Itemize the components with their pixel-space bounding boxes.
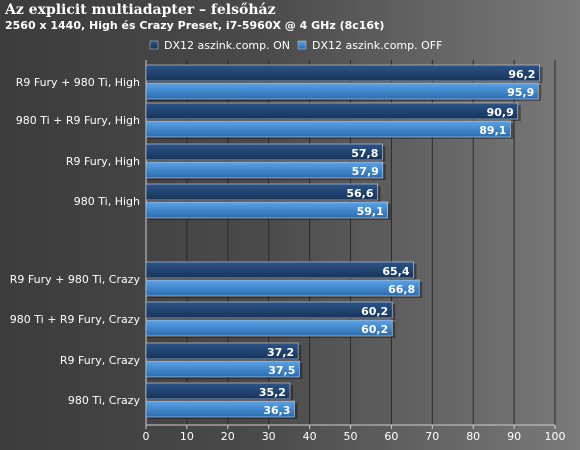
bar <box>145 183 378 201</box>
x-tick-label: 40 <box>303 430 317 443</box>
category-label: R9 Fury, Crazy <box>60 354 141 367</box>
bar <box>145 201 389 219</box>
x-tick-label: 0 <box>143 430 150 443</box>
bar <box>145 279 420 297</box>
bar <box>145 301 393 319</box>
bar <box>145 120 511 138</box>
category-label: 980 Ti, High <box>74 195 140 208</box>
x-tick-label: 60 <box>384 430 398 443</box>
data-label: 66,8 <box>388 283 415 296</box>
category-label: 980 Ti + R9 Fury, High <box>16 114 140 127</box>
data-label: 89,1 <box>479 124 506 137</box>
x-tick-label: 30 <box>262 430 276 443</box>
bar <box>145 102 519 120</box>
category-label: R9 Fury + 980 Ti, Crazy <box>10 273 141 286</box>
data-label: 36,3 <box>263 404 290 417</box>
bar <box>145 82 539 100</box>
x-tick-label: 10 <box>180 430 194 443</box>
bar <box>145 64 540 82</box>
category-label: 980 Ti + R9 Fury, Crazy <box>10 313 141 326</box>
category-label: 980 Ti, Crazy <box>68 394 141 407</box>
data-label: 56,6 <box>346 187 373 200</box>
bar <box>145 360 300 378</box>
bar <box>145 161 384 179</box>
data-label: 65,4 <box>382 265 409 278</box>
chart-subtitle: 2560 x 1440, High és Crazy Preset, i7-59… <box>5 19 385 32</box>
x-tick-label: 90 <box>507 430 521 443</box>
legend-swatch <box>149 40 159 50</box>
data-label: 37,5 <box>268 364 295 377</box>
bar <box>145 143 383 161</box>
data-label: 95,9 <box>507 86 534 99</box>
legend-label: DX12 aszink.comp. OFF <box>312 39 442 52</box>
data-label: 96,2 <box>508 68 535 81</box>
bar <box>145 382 291 400</box>
x-tick-label: 80 <box>466 430 480 443</box>
data-label: 60,2 <box>361 305 388 318</box>
x-tick-label: 100 <box>545 430 566 443</box>
category-label: R9 Fury + 980 Ti, High <box>16 76 140 89</box>
data-label: 35,2 <box>259 386 286 399</box>
legend-label: DX12 aszink.comp. ON <box>164 39 290 52</box>
x-tick-label: 70 <box>425 430 439 443</box>
bar <box>145 319 393 337</box>
bar <box>145 342 299 360</box>
data-label: 90,9 <box>487 106 514 119</box>
legend-swatch <box>297 40 307 50</box>
x-tick-label: 20 <box>221 430 235 443</box>
data-label: 59,1 <box>357 205 384 218</box>
data-label: 57,8 <box>351 147 378 160</box>
x-tick-label: 50 <box>344 430 358 443</box>
chart-title: Az explicit multiadapter – felsőház <box>5 2 276 18</box>
data-label: 57,9 <box>352 165 379 178</box>
data-label: 37,2 <box>267 346 294 359</box>
category-label: R9 Fury, High <box>66 155 140 168</box>
bar <box>145 400 295 418</box>
bar <box>145 261 414 279</box>
data-label: 60,2 <box>361 323 388 336</box>
